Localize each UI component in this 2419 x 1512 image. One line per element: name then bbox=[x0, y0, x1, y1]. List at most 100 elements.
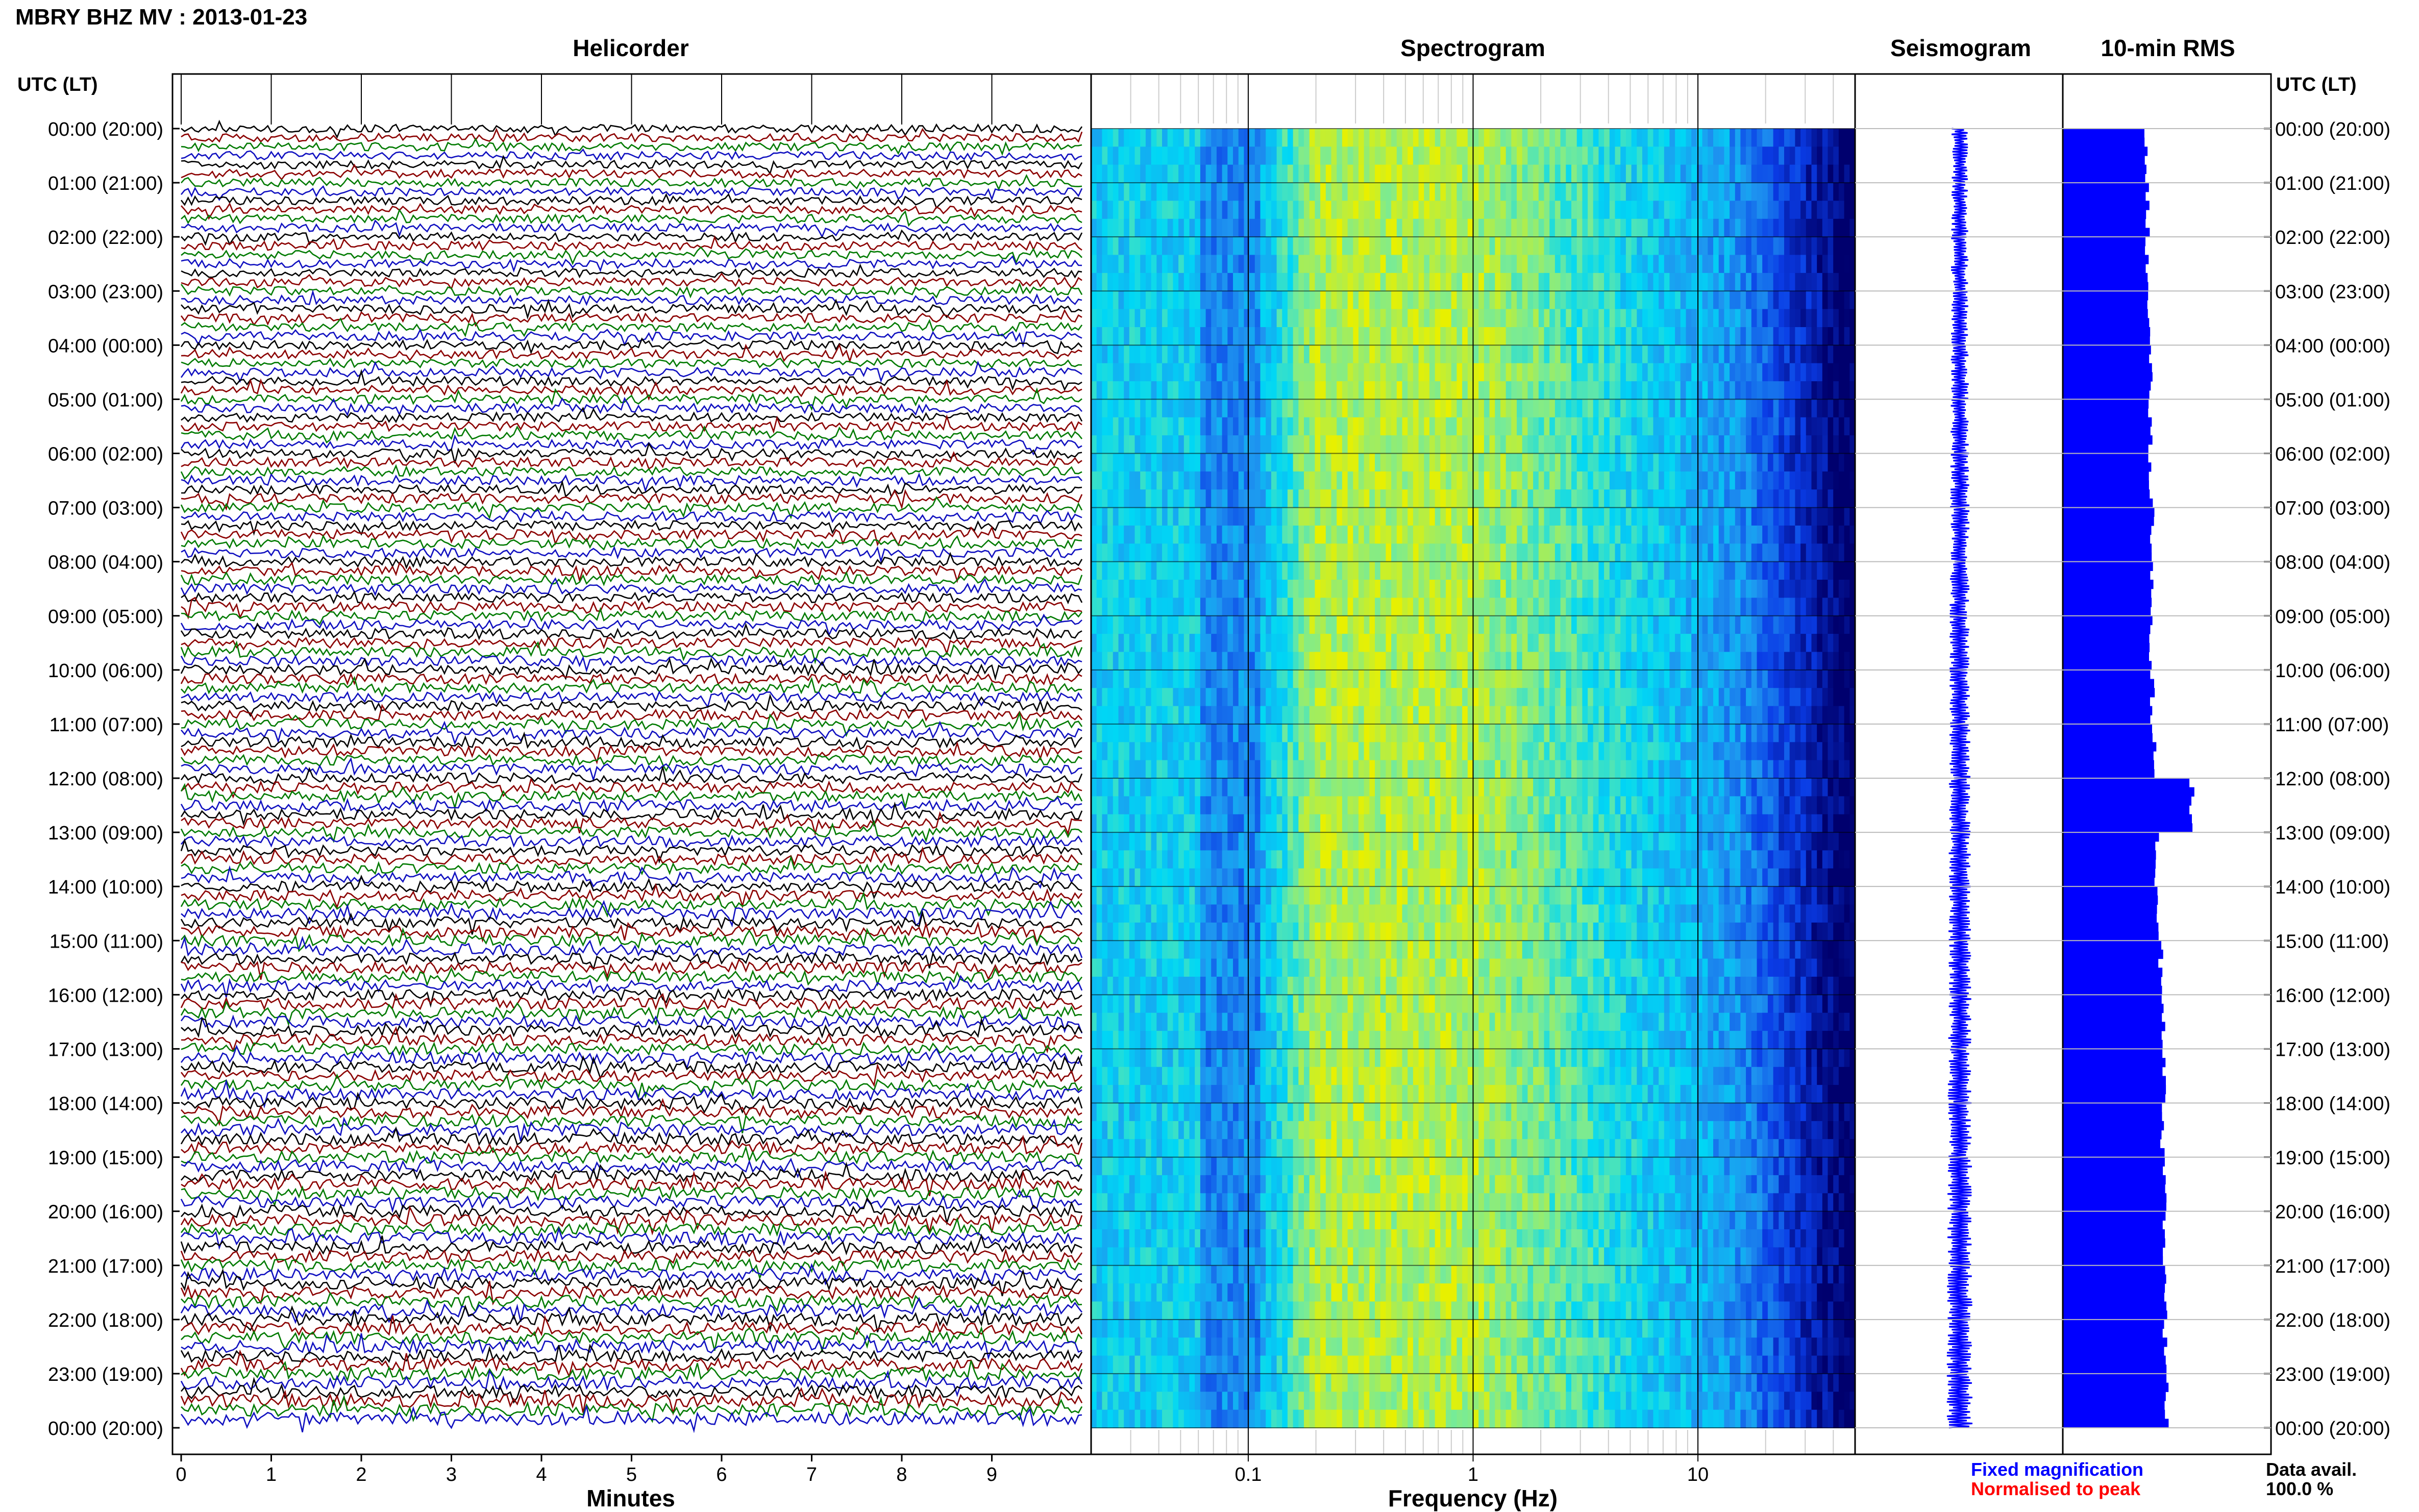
helicorder-row bbox=[180, 657, 1083, 681]
rms-bar bbox=[2063, 390, 2150, 400]
time-axis-right: 00:00 (20:00) 01:00 (21:00) 02:00 (22:00) 0… bbox=[2275, 119, 2390, 1440]
helicorder-row bbox=[180, 1205, 1083, 1236]
rms-bar bbox=[2063, 1058, 2166, 1068]
helicorder-row bbox=[181, 442, 1082, 464]
helicorder-row bbox=[181, 855, 1082, 876]
time-label: 17:00 (13:00) bbox=[48, 1039, 163, 1060]
helicorder-row bbox=[181, 731, 1082, 750]
spectrogram-title: Spectrogram bbox=[1400, 35, 1545, 61]
helicorder-row bbox=[180, 185, 1083, 202]
helicorder-row bbox=[180, 1349, 1083, 1379]
rms-bar bbox=[2063, 453, 2149, 463]
rms-bar bbox=[2063, 931, 2159, 941]
helicorder-row bbox=[181, 636, 1082, 656]
legend-normalised-to-peak: Normalised to peak bbox=[1971, 1478, 2141, 1499]
rms-bar bbox=[2063, 1310, 2167, 1320]
rms-bar bbox=[2063, 958, 2159, 968]
rms-bar bbox=[2063, 652, 2149, 661]
x-tick-label: 8 bbox=[896, 1464, 907, 1485]
rms-bar bbox=[2063, 823, 2193, 833]
rms-bar bbox=[2063, 354, 2150, 364]
helicorder-row bbox=[181, 1360, 1083, 1382]
time-label: 06:00 (02:00) bbox=[48, 444, 163, 465]
rms-bar bbox=[2063, 742, 2157, 752]
rms-bar bbox=[2063, 1112, 2162, 1122]
helicorder-row bbox=[181, 757, 1082, 782]
rms-bar bbox=[2063, 516, 2154, 526]
rms-bar bbox=[2063, 480, 2149, 490]
rms-bar bbox=[2063, 363, 2152, 373]
rms-bar bbox=[2063, 146, 2148, 156]
rms-bar bbox=[2063, 886, 2158, 896]
helicorder-row bbox=[181, 368, 1082, 391]
rms-bar bbox=[2063, 615, 2153, 626]
helicorder-row bbox=[181, 1292, 1082, 1313]
time-label: 08:00 (04:00) bbox=[48, 552, 163, 574]
rms-bar bbox=[2063, 462, 2152, 472]
utc-label-left: UTC (LT) bbox=[17, 74, 98, 95]
rms-bar bbox=[2063, 895, 2158, 905]
rms-bar bbox=[2063, 534, 2151, 544]
rms-bar bbox=[2063, 489, 2150, 499]
rms-bar bbox=[2063, 571, 2151, 580]
rms-bar bbox=[2063, 796, 2191, 806]
helicorder-row bbox=[181, 1134, 1083, 1156]
helicorder-row bbox=[180, 464, 1082, 480]
helicorder-row bbox=[181, 1092, 1083, 1114]
rms-bar bbox=[2063, 1103, 2162, 1112]
rms-bar bbox=[2063, 291, 2149, 301]
rms-bar bbox=[2063, 760, 2154, 770]
rms-bar bbox=[2063, 183, 2149, 192]
time-label: 21:00 (17:00) bbox=[48, 1256, 163, 1277]
helicorder-row bbox=[180, 766, 1083, 785]
time-label: 15:00 (11:00) bbox=[2275, 931, 2389, 952]
helicorder-row bbox=[180, 387, 1082, 411]
helicorder-row bbox=[181, 676, 1082, 698]
helicorder-row bbox=[181, 174, 1082, 191]
helicorder-traces bbox=[180, 119, 1083, 1433]
helicorder-row bbox=[181, 289, 1082, 306]
rms-bar bbox=[2063, 751, 2154, 761]
helicorder-row bbox=[181, 921, 1082, 946]
helicorder-row bbox=[180, 1189, 1082, 1213]
rms-bar bbox=[2063, 588, 2152, 598]
rms-bar bbox=[2063, 345, 2151, 355]
helicorder-row bbox=[181, 396, 1082, 416]
x-tick-label: 5 bbox=[626, 1464, 637, 1485]
rms-bar bbox=[2063, 1039, 2163, 1049]
rms-bar bbox=[2063, 210, 2146, 219]
time-label: 12:00 (08:00) bbox=[2275, 769, 2390, 790]
time-label: 22:00 (18:00) bbox=[2275, 1310, 2390, 1331]
rms-bar bbox=[2063, 417, 2152, 427]
helicorder-x-axis: 0 1 2 3 4 5 6 7 8 9 bbox=[176, 1454, 997, 1485]
rms-bar bbox=[2063, 1419, 2169, 1428]
helicorder-row bbox=[180, 654, 1082, 673]
rms-bar bbox=[2063, 913, 2157, 923]
helicorder-row bbox=[181, 451, 1082, 470]
helicorder-row bbox=[181, 407, 1083, 424]
utc-label-right: UTC (LT) bbox=[2276, 74, 2357, 95]
helicorder-row bbox=[181, 246, 1082, 265]
rms-bar bbox=[2063, 1130, 2162, 1139]
rms-bar bbox=[2063, 372, 2153, 382]
spectrogram-heatmap bbox=[1091, 74, 1856, 1454]
helicorder-row bbox=[181, 1226, 1082, 1250]
rms-bar bbox=[2063, 1409, 2165, 1419]
time-label: 06:00 (02:00) bbox=[2275, 444, 2390, 465]
helicorder-row bbox=[180, 721, 1082, 746]
helicorder-row bbox=[180, 796, 1082, 817]
helicorder-row bbox=[181, 1055, 1083, 1080]
helicorder-row bbox=[181, 128, 1083, 143]
helicorder-row bbox=[180, 1344, 1083, 1364]
rms-bar bbox=[2063, 904, 2157, 914]
time-label: 10:00 (06:00) bbox=[2275, 660, 2390, 682]
time-label: 05:00 (01:00) bbox=[2275, 389, 2390, 411]
helicorder-row bbox=[181, 1333, 1082, 1360]
rms-bar bbox=[2063, 697, 2150, 707]
rms-bar bbox=[2063, 1247, 2163, 1257]
rms-bar bbox=[2063, 598, 2152, 607]
helicorder-row bbox=[180, 360, 1082, 383]
helicorder-row bbox=[181, 425, 1083, 444]
time-label: 19:00 (15:00) bbox=[48, 1148, 163, 1169]
time-label: 00:00 (20:00) bbox=[48, 1418, 163, 1440]
